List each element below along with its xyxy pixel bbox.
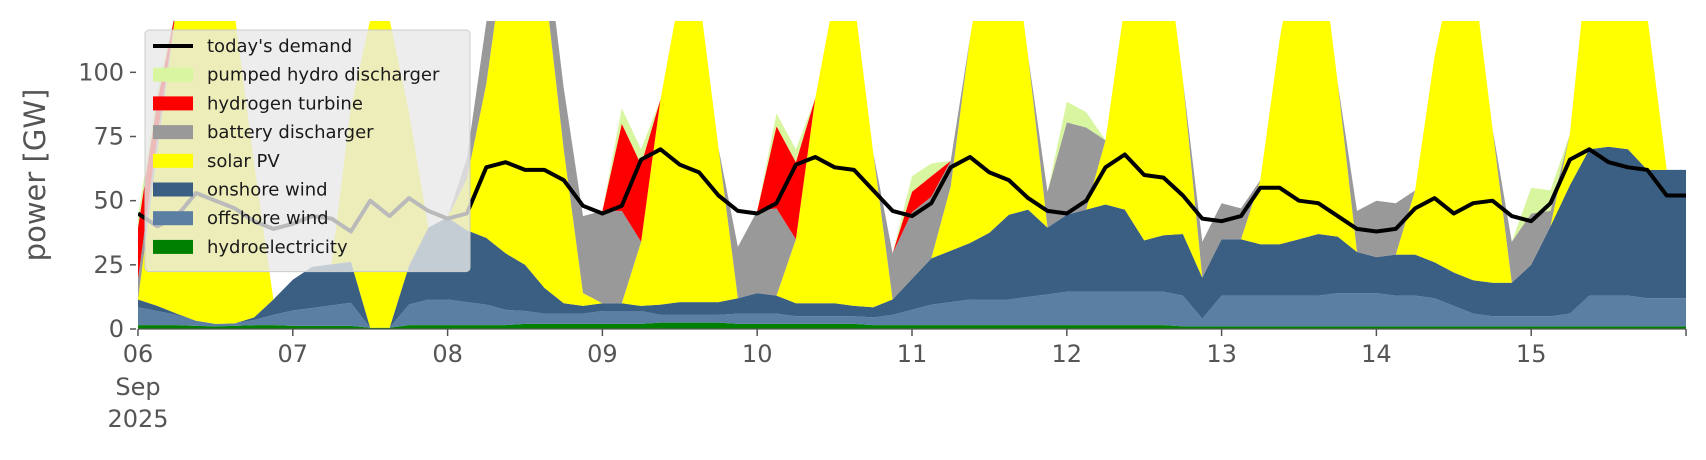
x-tick-sublabel: Sep bbox=[115, 373, 160, 401]
legend-label-battery-discharger: battery discharger bbox=[207, 122, 374, 143]
legend-swatch-onshore-wind bbox=[153, 182, 193, 197]
legend-swatch-hydrogen-turbine bbox=[153, 96, 193, 111]
legend: today's demand pumped hydro discharger hyd… bbox=[144, 29, 471, 273]
legend-swatch-battery-discharger bbox=[153, 125, 193, 140]
y-tick-label: 50 bbox=[93, 187, 124, 215]
area-onshore-wind bbox=[138, 146, 1686, 328]
x-tick-label: 06 bbox=[123, 340, 154, 368]
area-hydroelectricity bbox=[138, 322, 1686, 329]
x-tick-label: 08 bbox=[432, 340, 463, 368]
legend-label-pumped-hydro-discharger: pumped hydro discharger bbox=[207, 65, 440, 86]
x-tick-label: 12 bbox=[1052, 340, 1083, 368]
x-tick-label: 11 bbox=[897, 340, 928, 368]
legend-label-today-s-demand: today's demand bbox=[207, 36, 352, 57]
x-tick-label: 15 bbox=[1516, 340, 1547, 368]
legend-label-hydroelectricity: hydroelectricity bbox=[207, 237, 348, 258]
legend-swatch-hydroelectricity bbox=[153, 239, 193, 254]
x-tick-label: 09 bbox=[587, 340, 618, 368]
legend-box bbox=[144, 29, 471, 273]
area-battery-discharger bbox=[138, 21, 1686, 304]
legend-swatch-solar-pv bbox=[153, 153, 193, 168]
area-offshore-wind bbox=[138, 291, 1686, 328]
y-axis-title: power [GW] bbox=[18, 89, 52, 262]
legend-label-solar-pv: solar PV bbox=[207, 151, 280, 172]
axes: 0 25 50 75 100 06 Sep 2025 07 08 09 10 11 12 13 14 15 bbox=[78, 58, 1687, 433]
legend-swatch-offshore-wind bbox=[153, 211, 193, 226]
y-tick-label: 75 bbox=[93, 123, 124, 151]
legend-swatch-pumped-hydro-discharger bbox=[153, 67, 193, 82]
x-tick-sublabel: 2025 bbox=[107, 405, 168, 433]
y-tick-label: 0 bbox=[109, 315, 124, 343]
y-tick-label: 100 bbox=[78, 58, 124, 86]
legend-label-onshore-wind: onshore wind bbox=[207, 180, 328, 201]
x-tick-label: 14 bbox=[1361, 340, 1392, 368]
legend-label-hydrogen-turbine: hydrogen turbine bbox=[207, 93, 363, 114]
area-solar-pv bbox=[138, 21, 1686, 328]
x-tick-label: 10 bbox=[742, 340, 773, 368]
area-layers bbox=[138, 21, 1686, 329]
y-tick-label: 25 bbox=[93, 251, 124, 279]
x-tick-label: 07 bbox=[278, 340, 309, 368]
x-tick-label: 13 bbox=[1206, 340, 1237, 368]
legend-label-offshore-wind: offshore wind bbox=[207, 208, 329, 229]
